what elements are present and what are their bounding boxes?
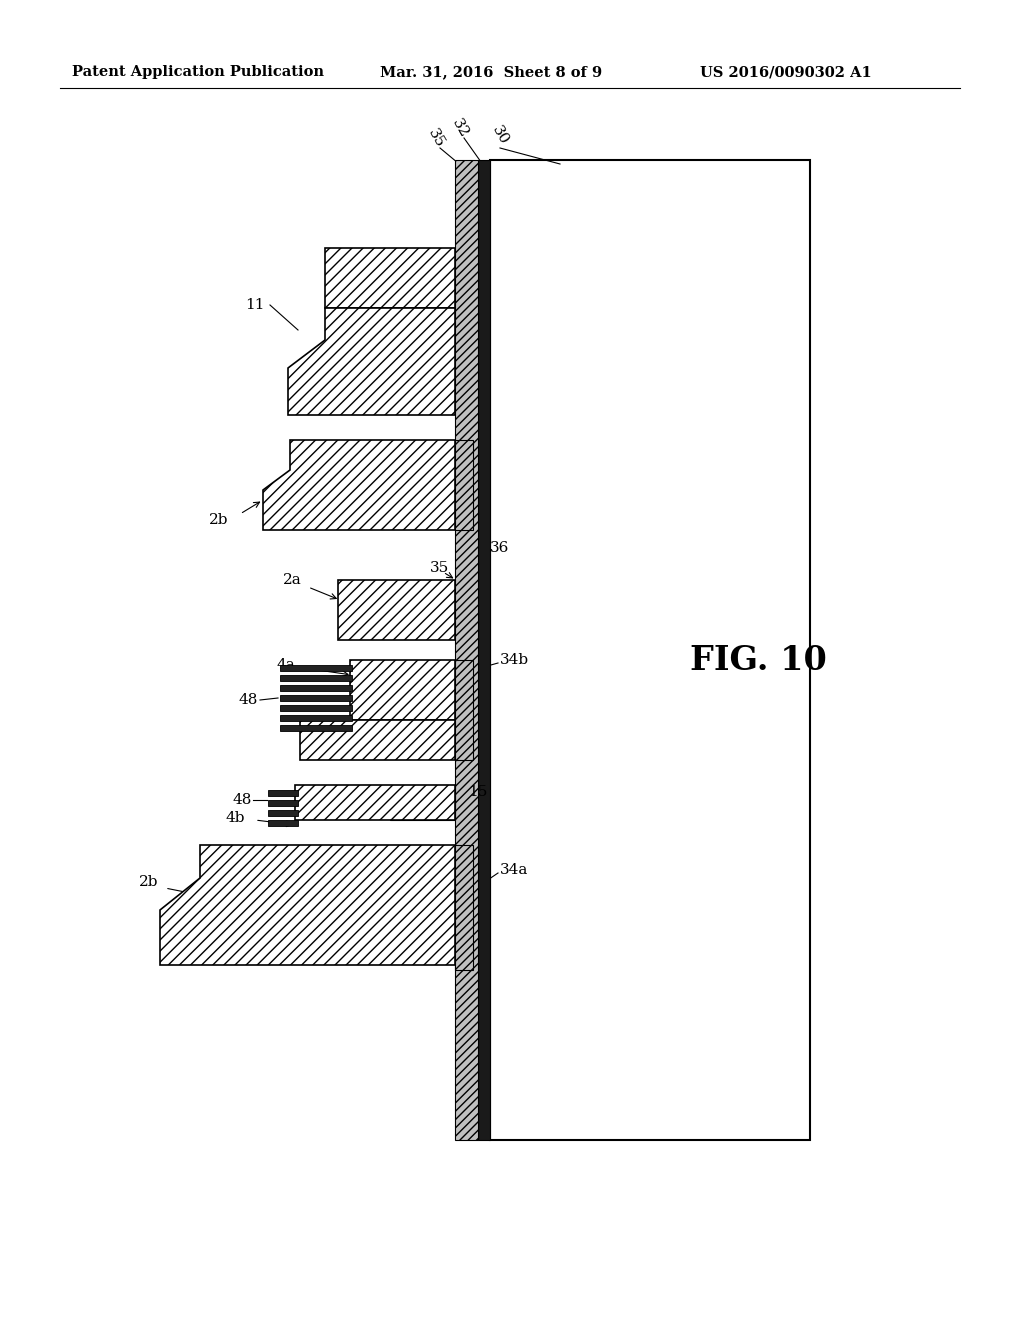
Bar: [280, 725, 352, 731]
Polygon shape: [288, 308, 455, 414]
Bar: [455, 440, 473, 531]
Text: 34a: 34a: [500, 863, 528, 876]
Bar: [268, 789, 298, 796]
Text: 32: 32: [450, 116, 471, 140]
Bar: [280, 696, 352, 701]
Text: 2b: 2b: [138, 875, 158, 888]
Polygon shape: [160, 845, 455, 965]
Bar: [280, 685, 352, 690]
Text: 48: 48: [239, 693, 258, 708]
Text: 15: 15: [468, 785, 487, 799]
Bar: [325, 248, 455, 308]
Bar: [455, 845, 473, 970]
Text: 35: 35: [425, 127, 446, 150]
Text: 34b: 34b: [500, 653, 529, 667]
Polygon shape: [263, 440, 455, 531]
Bar: [295, 785, 455, 820]
Bar: [280, 715, 352, 721]
Bar: [455, 160, 478, 1140]
Text: 4a: 4a: [276, 657, 295, 672]
Text: 11: 11: [246, 298, 265, 312]
Text: 30: 30: [489, 123, 511, 147]
Bar: [350, 660, 455, 719]
Bar: [490, 160, 810, 1140]
Bar: [280, 665, 352, 671]
Bar: [338, 579, 455, 640]
Text: 36: 36: [490, 541, 509, 554]
Bar: [268, 800, 298, 807]
Text: 35: 35: [430, 561, 450, 576]
Bar: [478, 160, 490, 1140]
Text: Patent Application Publication: Patent Application Publication: [72, 65, 324, 79]
Text: FIG. 10: FIG. 10: [690, 644, 826, 676]
Text: 48: 48: [232, 793, 252, 807]
Bar: [280, 675, 352, 681]
Bar: [268, 820, 298, 826]
Text: US 2016/0090302 A1: US 2016/0090302 A1: [700, 65, 871, 79]
Text: 4b: 4b: [225, 810, 245, 825]
Bar: [280, 705, 352, 711]
Bar: [390, 785, 455, 820]
Bar: [268, 810, 298, 816]
Text: 2b: 2b: [209, 513, 228, 527]
Bar: [455, 660, 473, 760]
Text: 2a: 2a: [284, 573, 302, 587]
Bar: [300, 719, 455, 760]
Text: Mar. 31, 2016  Sheet 8 of 9: Mar. 31, 2016 Sheet 8 of 9: [380, 65, 602, 79]
